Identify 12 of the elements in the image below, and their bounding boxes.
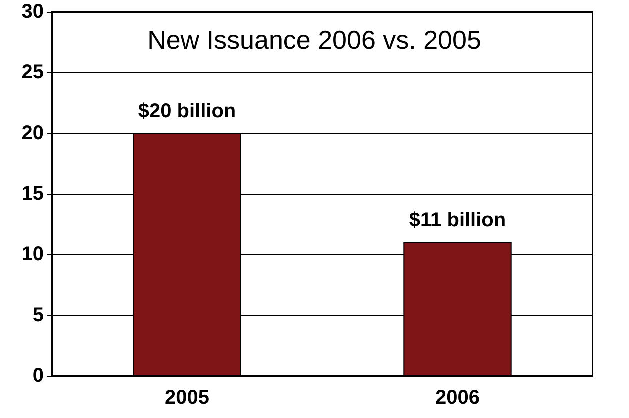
x-tick-label: 2005 — [165, 387, 210, 409]
y-tick-label: 0 — [32, 365, 44, 387]
data-label: $11 billion — [409, 210, 506, 232]
y-tick-label: 5 — [32, 304, 44, 326]
y-tick-label: 20 — [22, 122, 44, 144]
y-tick-label: 30 — [22, 1, 44, 23]
text: New Issuance 2006 vs. 2005 — [148, 25, 482, 55]
y-tick-label: 25 — [22, 62, 44, 84]
x-tick-label: 2006 — [436, 387, 480, 409]
y-tick-label: 15 — [22, 183, 44, 205]
y-tick-label: 10 — [22, 244, 44, 266]
data-label: $20 billion — [138, 100, 236, 122]
